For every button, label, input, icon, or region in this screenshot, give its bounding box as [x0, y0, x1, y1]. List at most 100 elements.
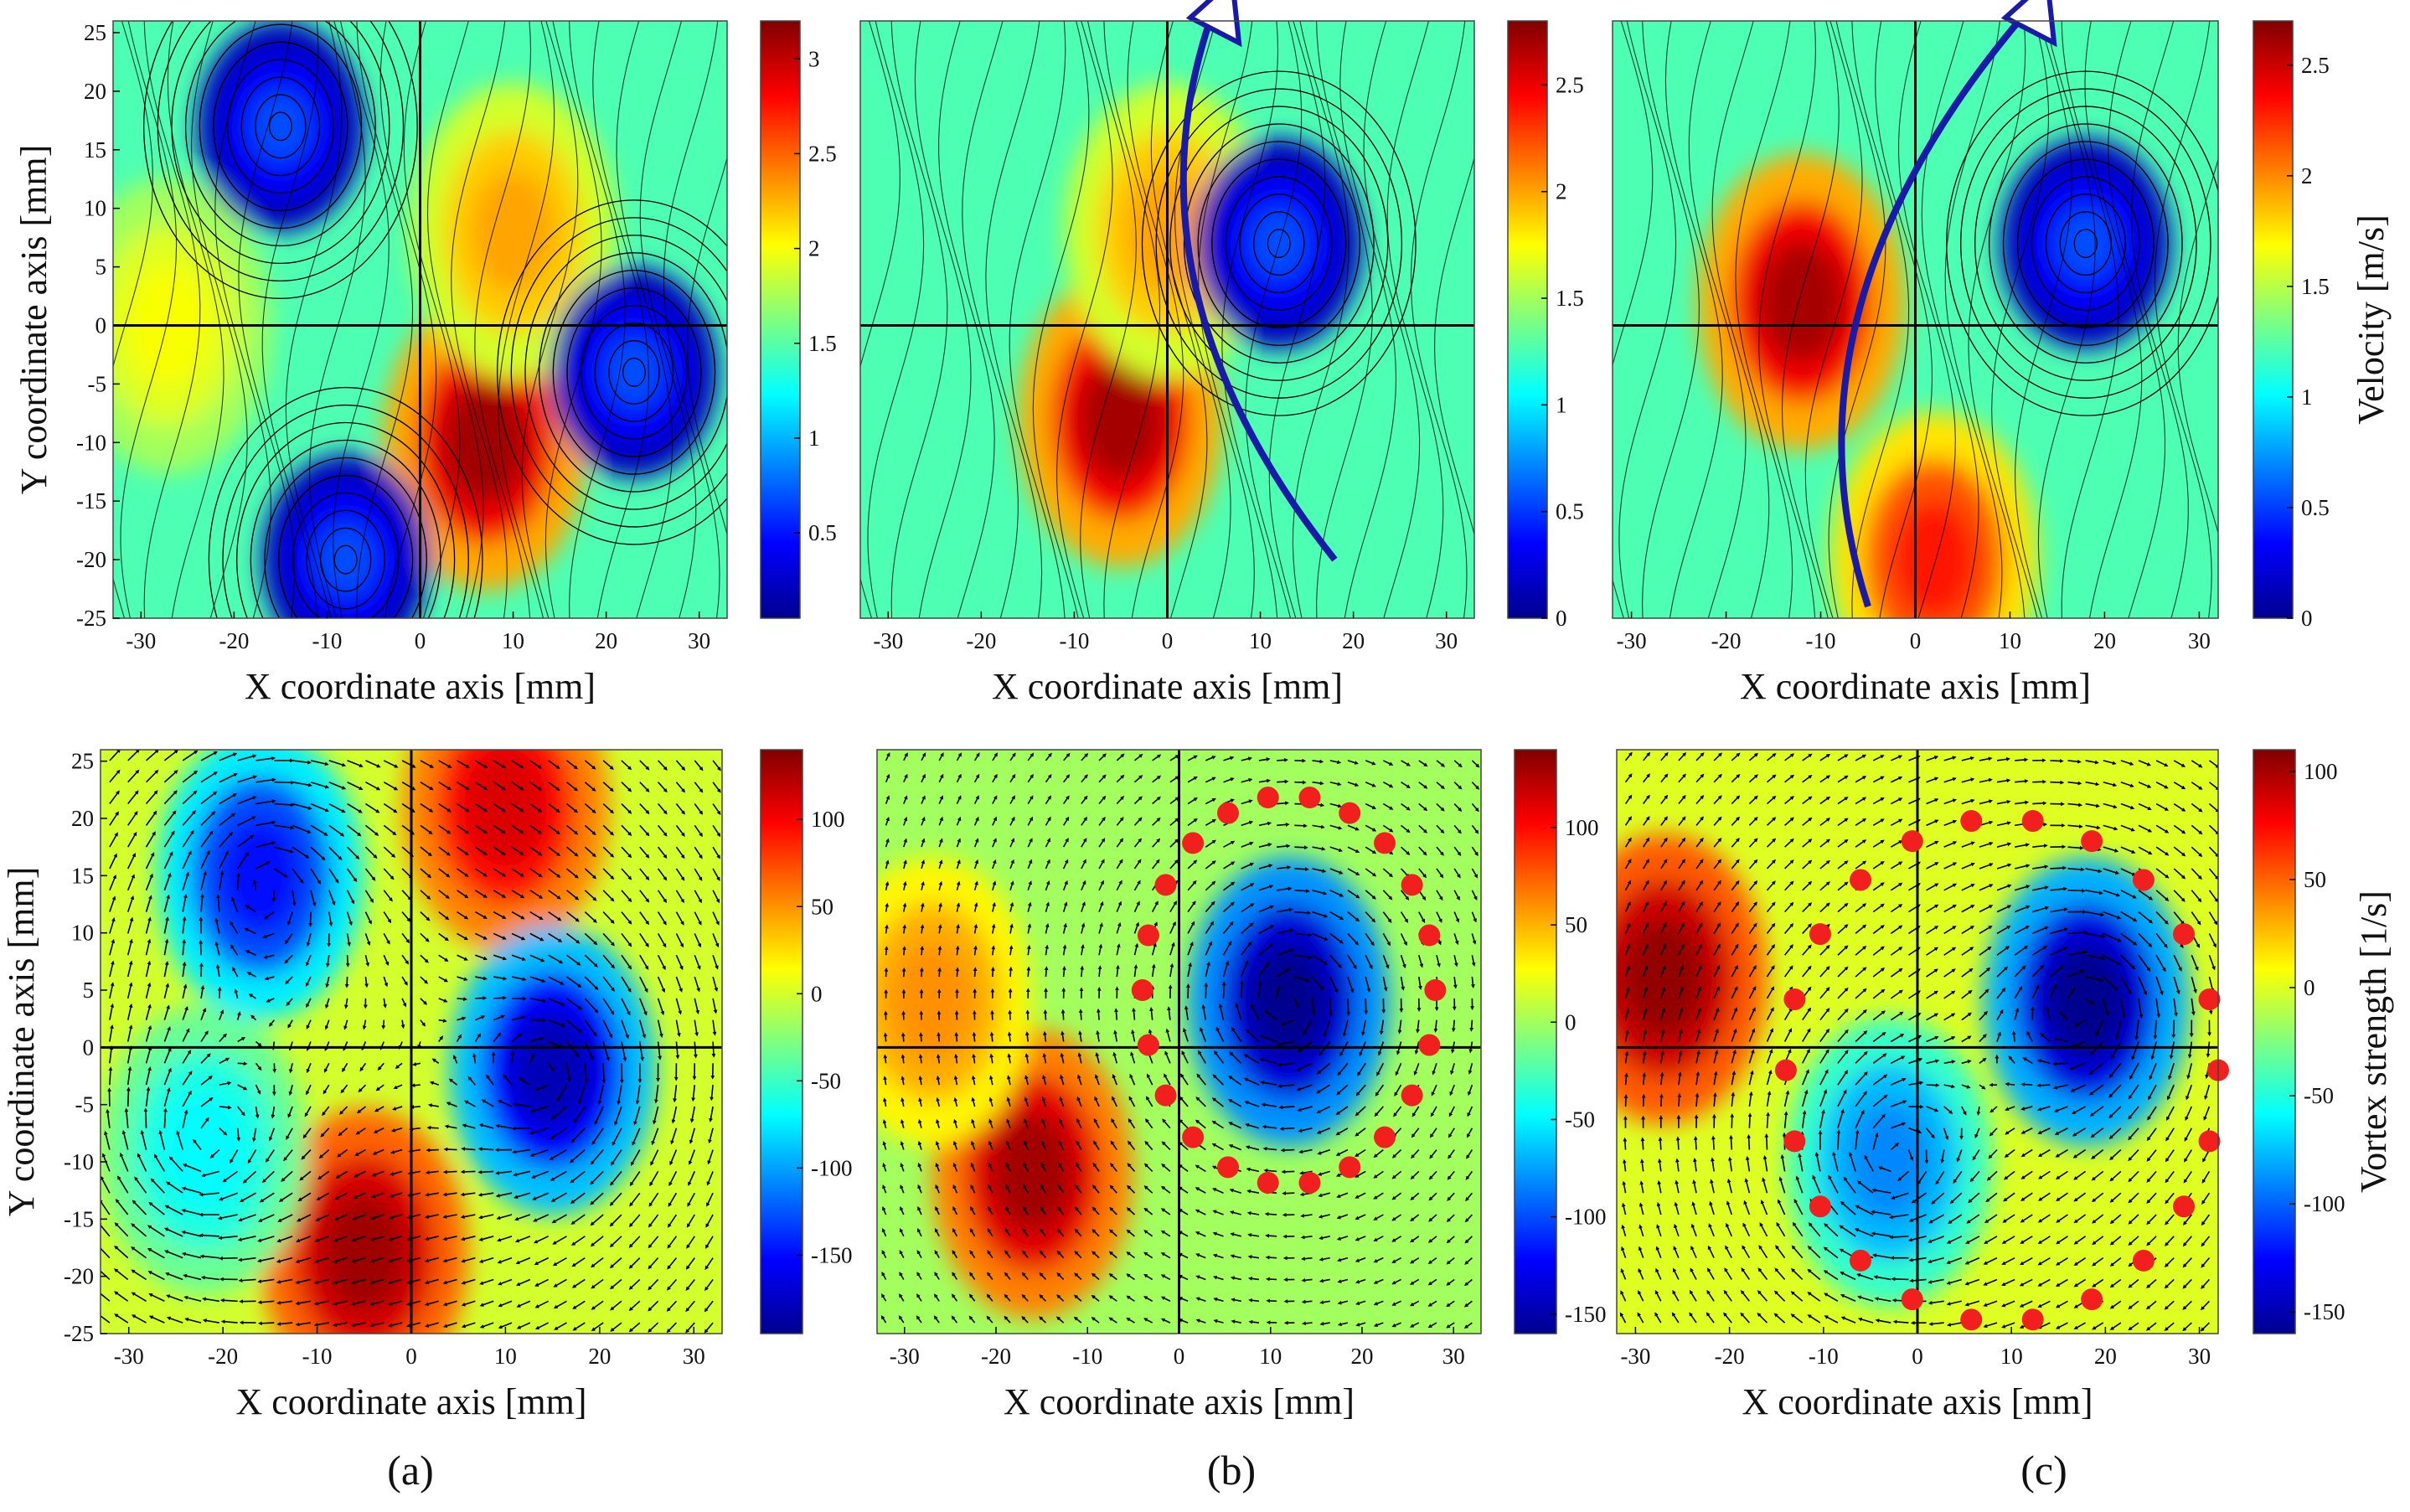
velocity-vector [257, 1236, 275, 1242]
boundary-dot [1783, 1130, 1806, 1153]
x-tick-label: -30 [873, 628, 903, 653]
streamline [1618, 21, 1677, 618]
streamline [1339, 21, 1397, 618]
colorbar-tick-label: 0 [1556, 606, 1567, 631]
colorbar-tick-label: -50 [811, 1068, 841, 1093]
velocity-vector [2020, 1082, 2033, 1086]
field-blobs [113, 21, 718, 618]
velocity-vector [219, 870, 224, 890]
streamline [1150, 21, 1208, 618]
velocity-vector [276, 1278, 293, 1284]
velocity-vector [145, 810, 157, 826]
streamline [985, 21, 1043, 618]
velocity-vector [1301, 1299, 1313, 1304]
velocity-vector [104, 1130, 111, 1150]
boundary-dot [2132, 1249, 2155, 1272]
velocity-vector [182, 893, 188, 912]
plot-area [113, 21, 727, 618]
streamline [914, 21, 972, 618]
streamlines [1613, 21, 2218, 618]
streamline [1851, 21, 1910, 618]
velocity-vector [286, 998, 293, 1007]
streamline [1434, 156, 1474, 537]
y-tick-label: -5 [75, 1092, 95, 1117]
streamline [185, 21, 376, 247]
velocity-vector [127, 750, 140, 761]
velocity-vector [165, 1272, 183, 1281]
velocity-vector [255, 777, 276, 783]
colorbar-tick-label: -150 [1565, 1302, 1607, 1327]
colorbar-label: Velocity [m/s] [2351, 214, 2392, 425]
streamline [1127, 21, 1184, 618]
streamline [663, 21, 720, 618]
velocity-vector [1277, 801, 1289, 806]
streamline [622, 357, 646, 387]
streamline [264, 457, 427, 618]
velocity-vector [182, 770, 199, 783]
plot-area [1617, 750, 2218, 1334]
boundary-dot [1424, 979, 1447, 1001]
velocity-vector [214, 917, 220, 934]
velocity-vector [2036, 1083, 2051, 1088]
velocity-vector [163, 750, 179, 761]
x-tick-label: 10 [1999, 628, 2021, 653]
x-axis-label: X coordinate axis [mm] [992, 666, 1343, 707]
velocity-vector [257, 1278, 275, 1283]
velocity-vector [115, 1199, 129, 1215]
streamline [552, 270, 716, 475]
x-tick-label: -20 [208, 1344, 238, 1369]
velocity-vector [200, 1030, 209, 1042]
velocity-vector [109, 790, 120, 805]
velocity-vector [126, 1024, 133, 1042]
y-tick-label: -20 [76, 547, 106, 572]
streamline [240, 76, 321, 177]
streamline [962, 21, 1019, 618]
colorbar-tick-label: 0 [2304, 975, 2315, 1000]
streamline [544, 21, 602, 618]
streamline [268, 111, 292, 142]
velocity-vector [219, 813, 236, 826]
velocity-vector [114, 1245, 129, 1259]
velocity-vector [182, 1006, 188, 1020]
boundary-dot [1131, 979, 1153, 1001]
velocity-vector [145, 1045, 152, 1064]
velocity-vector [124, 1107, 129, 1128]
velocity-vector [126, 960, 133, 978]
velocity-vector [1114, 1008, 1118, 1020]
panel-label-c: (c) [2020, 1447, 2067, 1494]
velocity-vector [184, 1317, 202, 1324]
colorbar-tick-label: 0.5 [1556, 499, 1584, 524]
velocity-vector [234, 988, 239, 999]
velocity-vector [109, 769, 121, 783]
velocity-vector [252, 1128, 257, 1143]
velocity-vector [274, 846, 294, 854]
velocity-vector [163, 830, 175, 848]
velocity-vector [257, 1214, 275, 1222]
velocity-vector [201, 1297, 219, 1303]
velocity-vector [276, 1236, 293, 1243]
velocity-vector [219, 1192, 238, 1201]
streamline [236, 421, 456, 618]
streamline [687, 156, 727, 537]
velocity-vector [937, 945, 942, 956]
velocity-vector [426, 1148, 439, 1153]
velocity-vector [147, 1271, 165, 1281]
streamline [208, 386, 483, 618]
boundary-dot [1960, 1308, 1983, 1331]
velocity-vector [219, 1033, 227, 1043]
field-high [991, 1113, 1074, 1233]
boundary-dot [1257, 1171, 1279, 1194]
x-axis-label: X coordinate axis [mm] [1742, 1381, 2093, 1422]
velocity-vector [264, 976, 275, 981]
panel-label-b: (b) [1207, 1447, 1256, 1494]
velocity-vector [285, 932, 293, 945]
streamline [278, 474, 414, 618]
velocity-vector [108, 1066, 113, 1086]
streamline [1735, 21, 1793, 618]
x-tick-label: -20 [1715, 1344, 1745, 1369]
velocity-vector [255, 1040, 262, 1047]
field-blobs [1697, 137, 2171, 618]
velocity-vector [200, 811, 216, 826]
velocity-vector [287, 1019, 293, 1029]
field-high [322, 1194, 407, 1313]
